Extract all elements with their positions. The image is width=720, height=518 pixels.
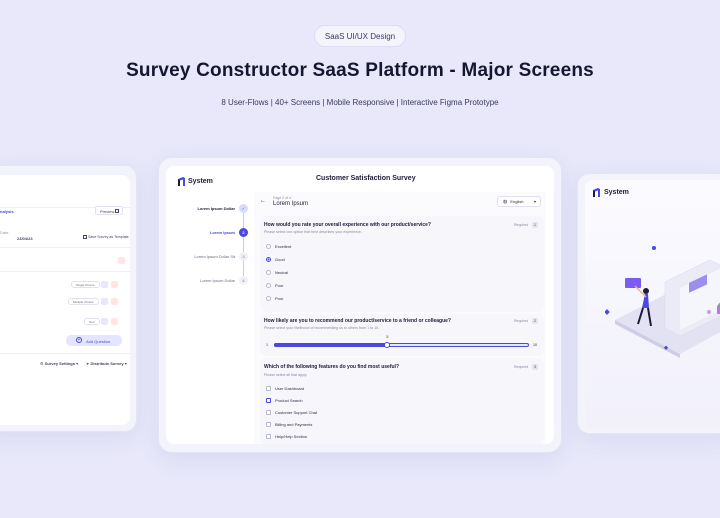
step-number[interactable]: 3 (239, 252, 248, 261)
step-number[interactable]: 2 (239, 228, 248, 237)
radio-button[interactable] (266, 296, 271, 301)
edit-icon[interactable] (101, 298, 108, 305)
distribute-survey-button[interactable]: ➤ Distribute Survey ▾ (86, 361, 127, 366)
option-label: User Dashboard (275, 386, 305, 391)
stepper-line (243, 211, 244, 276)
question-type-tag[interactable]: Multiple Choice (68, 298, 99, 305)
radio-button[interactable] (266, 244, 271, 249)
option-label: Poor (275, 283, 284, 288)
app-name: System (604, 189, 629, 196)
checkbox[interactable] (266, 398, 271, 403)
step-label[interactable]: Lorem Ipsum Dollar (197, 206, 235, 211)
delete-icon[interactable] (118, 257, 125, 264)
preview-icon (115, 209, 119, 213)
option-label: Help/Help Section (275, 434, 308, 439)
step-label[interactable]: Lorem Ipsum Dollar (200, 278, 235, 283)
question-card: How would you rate your overall experien… (260, 216, 544, 312)
option-label: Billing and Payments (275, 422, 313, 427)
add-question-button[interactable]: + Add Question (66, 335, 122, 346)
chevron-down-icon: ▾ (124, 361, 127, 366)
survey-illustration (605, 246, 720, 358)
survey-settings-button[interactable]: ⚙ Survey Settings ▾ (40, 361, 78, 366)
chevron-down-icon: ▾ (533, 199, 536, 204)
left-screen: nalysis Preview Date 23/04/23 Save Surve… (0, 175, 130, 425)
category-pill: SaaS UI/UX Design (314, 25, 406, 47)
checkbox[interactable] (266, 410, 271, 415)
page-title: Survey Constructor SaaS Platform - Major… (126, 60, 594, 81)
distribute-survey-label: Distribute Survey (90, 361, 124, 366)
question-hint: Please select all that apply. (264, 373, 308, 377)
checkbox[interactable] (266, 386, 271, 391)
slider-value-label: 5 (386, 335, 389, 339)
language-select[interactable]: ◍ English ▾ (497, 196, 541, 207)
page-heading: Lorem Ipsum (273, 201, 309, 207)
option-label: Product Search (275, 398, 303, 403)
question-number-badge: 1 (532, 222, 538, 228)
add-question-label: Add Question (86, 338, 111, 344)
step-number[interactable]: 4 (239, 276, 248, 285)
center-screen: System Customer Satisfaction Survey Lore… (166, 166, 554, 444)
meta-label: Date (0, 230, 9, 235)
question-card: Which of the following features do you f… (260, 358, 544, 444)
page-subtitle: 8 User-Flows | 40+ Screens | Mobile Resp… (221, 98, 499, 107)
question-number-badge: 3 (532, 364, 538, 370)
question-hint: Please select your likelihood of recomme… (264, 326, 380, 330)
preview-button[interactable]: Preview (95, 206, 123, 215)
preview-label: Preview (100, 209, 115, 214)
app-name: System (188, 178, 213, 185)
question-hint: Please select one option that best descr… (264, 230, 362, 234)
send-icon: ➤ (86, 361, 90, 366)
required-label: Required (514, 319, 529, 323)
option-label: Good (275, 257, 285, 262)
question-text: How would you rate your overall experien… (264, 222, 431, 228)
radio-button[interactable] (266, 257, 271, 262)
question-type-tag[interactable]: Text (84, 318, 100, 325)
option-label: Customer Support Chat (275, 410, 318, 415)
question-text: How likely are you to recommend our prod… (264, 318, 451, 324)
question-text: Which of the following features do you f… (264, 364, 399, 370)
question-type-tag[interactable]: Single Choice (71, 281, 100, 288)
save-template-label: Save Survey as Template (88, 235, 129, 239)
delete-icon[interactable] (111, 298, 118, 305)
slider-min-label: 1 (266, 343, 268, 347)
radio-button[interactable] (266, 270, 271, 275)
right-screen: System (585, 180, 720, 428)
app-logo-icon (178, 177, 185, 186)
page-counter: Page 2 of 4 (273, 196, 291, 200)
back-arrow-icon[interactable]: ← (260, 198, 266, 204)
survey-settings-label: Survey Settings (44, 361, 75, 366)
plus-icon: + (76, 337, 82, 343)
step-label[interactable]: Lorem Ipsum Dollar Sit (194, 254, 235, 259)
delete-icon[interactable] (111, 318, 118, 325)
delete-icon[interactable] (111, 281, 118, 288)
step-check-icon[interactable]: ✓ (239, 204, 248, 213)
edit-icon[interactable] (101, 318, 108, 325)
language-value: English (510, 199, 524, 204)
slider-max-label: 10 (533, 343, 537, 347)
rating-slider-fill (274, 343, 388, 347)
question-number-badge: 2 (532, 318, 538, 324)
required-label: Required (514, 223, 529, 227)
step-label[interactable]: Lorem Ipsum (209, 230, 235, 235)
radio-button[interactable] (266, 283, 271, 288)
edit-icon[interactable] (101, 281, 108, 288)
option-label: Poor (275, 296, 284, 301)
rating-slider-handle[interactable] (384, 342, 391, 348)
app-logo-icon (593, 188, 600, 197)
option-label: Excellent (275, 244, 292, 249)
checkbox[interactable] (266, 434, 271, 439)
globe-icon: ◍ (503, 198, 508, 205)
survey-title: Customer Satisfaction Survey (316, 175, 416, 182)
checkbox-icon (83, 235, 87, 240)
option-label: Neutral (275, 270, 288, 275)
question-card: How likely are you to recommend our prod… (260, 314, 544, 356)
checkbox[interactable] (266, 422, 271, 427)
gear-icon: ⚙ (40, 361, 44, 366)
analysis-tab[interactable]: nalysis (0, 209, 14, 214)
required-label: Required (514, 365, 529, 369)
chevron-down-icon: ▾ (76, 361, 79, 366)
save-template-button[interactable]: Save Survey as Template (83, 235, 129, 240)
meta-value: 23/04/23 (17, 236, 33, 241)
